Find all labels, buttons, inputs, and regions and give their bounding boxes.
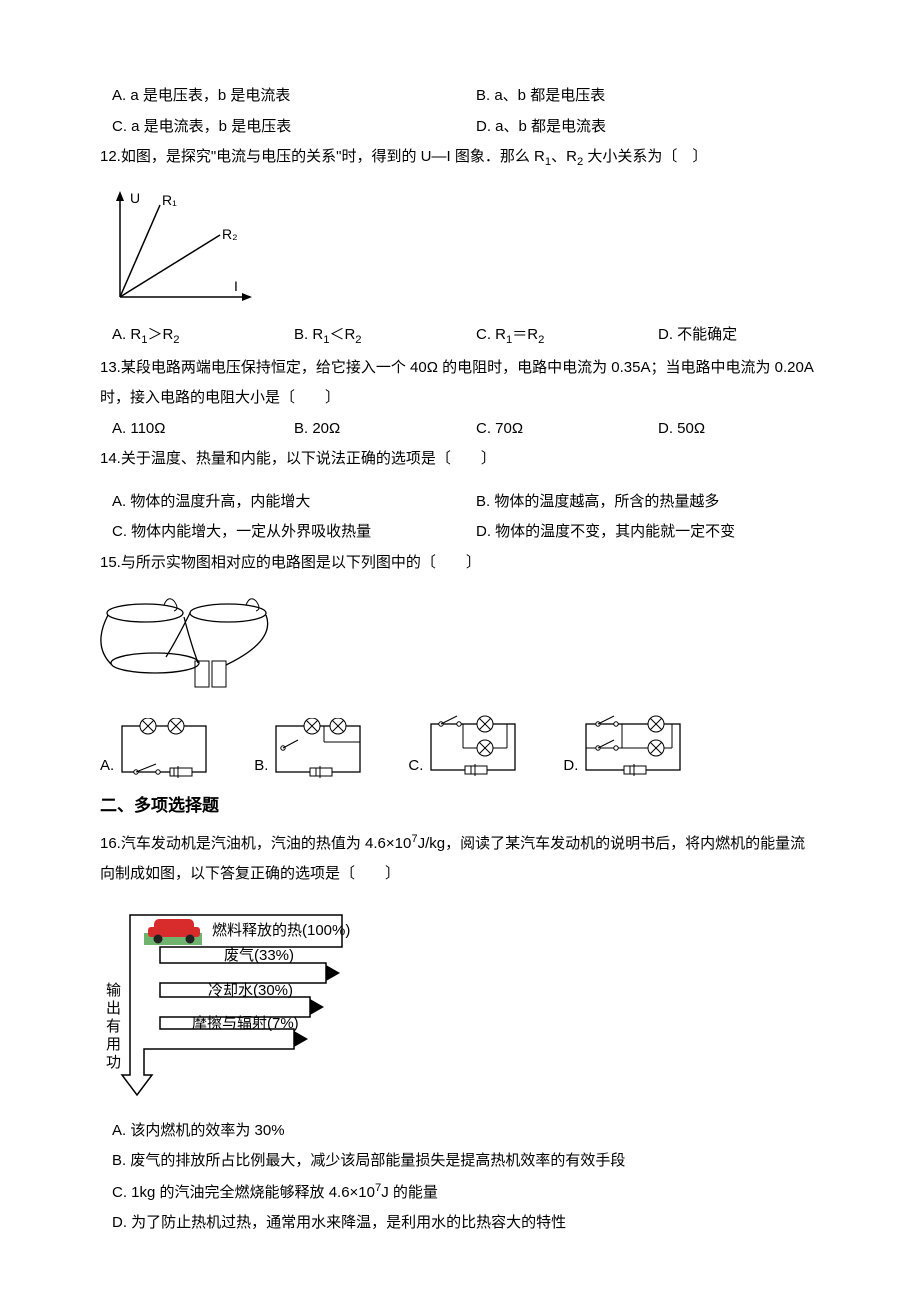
q16-option-d: D. 为了防止热机过热，通常用水来降温，是利用水的比热容大的特性 <box>100 1209 840 1238</box>
q12-option-b: B. R1＜R2 <box>294 321 476 351</box>
q15-physical-diagram <box>100 591 840 696</box>
q12-stem-mid: 、R <box>551 148 577 165</box>
circuit-c-icon <box>423 710 523 780</box>
q16-option-a: A. 该内燃机的效率为 30% <box>100 1117 840 1146</box>
q16-option-c: C. 1kg 的汽油完全燃烧能够释放 4.6×107J 的能量 <box>100 1178 840 1208</box>
svg-text:R₂: R₂ <box>222 226 238 242</box>
svg-text:R₁: R₁ <box>162 192 177 208</box>
q15-stem: 15.与所示实物图相对应的电路图是以下列图中的〔 〕 <box>100 549 840 578</box>
q15-option-d-label: D. <box>563 752 578 781</box>
q11-option-a: A. a 是电压表，b 是电流表 <box>112 82 476 111</box>
q12-option-a: A. R1＞R2 <box>112 321 294 351</box>
output-char-3: 有 <box>106 1018 121 1035</box>
output-char-4: 用 <box>106 1036 121 1053</box>
svg-text:I: I <box>234 278 238 294</box>
q12-option-d: D. 不能确定 <box>658 321 840 351</box>
q14-option-b: B. 物体的温度越高，所含的热量越多 <box>476 488 840 517</box>
q12-options: A. R1＞R2 B. R1＜R2 C. R1＝R2 D. 不能确定 <box>100 321 840 351</box>
circuit-d-icon <box>578 710 688 780</box>
svg-text:冷却水(30%): 冷却水(30%) <box>208 982 293 999</box>
q15-option-d-group: D. <box>563 710 688 780</box>
q11-options-row-2: C. a 是电流表，b 是电压表 D. a、b 都是电流表 <box>100 113 840 142</box>
q15-option-b-label: B. <box>254 752 268 781</box>
q12-stem-prefix: 12.如图，是探究"电流与电压的关系"时，得到的 U—I 图象．那么 R <box>100 148 545 165</box>
q14-option-a: A. 物体的温度升高，内能增大 <box>112 488 476 517</box>
q11-option-b: B. a、b 都是电压表 <box>476 82 840 111</box>
q13-line2: 时，接入电路的电阻大小是〔 〕 <box>100 384 840 413</box>
q13-option-b: B. 20Ω <box>294 415 476 444</box>
svg-text:U: U <box>130 190 140 206</box>
q12-graph: U I R₁ R₂ <box>100 187 840 307</box>
q12-stem: 12.如图，是探究"电流与电压的关系"时，得到的 U—I 图象．那么 R1、R2… <box>100 143 840 173</box>
q14-options-row-2: C. 物体内能增大，一定从外界吸收热量 D. 物体的温度不变，其内能就一定不变 <box>100 518 840 547</box>
q16-energy-diagram: 燃料释放的热(100%) 废气(33%) 冷却水(30%) 摩擦与辐射(7%) … <box>100 903 840 1103</box>
q16-option-b: B. 废气的排放所占比例最大，减少该局部能量损失是提高热机效率的有效手段 <box>100 1147 840 1176</box>
circuit-b-icon <box>268 718 368 780</box>
circuit-a-icon <box>114 718 214 780</box>
q13-line1: 13.某段电路两端电压保持恒定，给它接入一个 40Ω 的电阻时，电路中电流为 0… <box>100 354 840 383</box>
svg-text:废气(33%): 废气(33%) <box>224 947 294 964</box>
svg-text:摩擦与辐射(7%): 摩擦与辐射(7%) <box>192 1014 299 1032</box>
q14-option-c: C. 物体内能增大，一定从外界吸收热量 <box>112 518 476 547</box>
q15-option-a-label: A. <box>100 752 114 781</box>
q12-stem-suffix: 大小关系为〔 〕 <box>583 148 707 165</box>
output-char-5: 功 <box>106 1054 121 1071</box>
spacer <box>100 476 840 486</box>
output-char-2: 出 <box>106 1000 121 1017</box>
q16-line2: 向制成如图，以下答复正确的选项是〔 〕 <box>100 860 840 889</box>
q16-line1: 16.汽车发动机是汽油机，汽油的热值为 4.6×107J/kg，阅读了某汽车发动… <box>100 829 840 859</box>
q15-option-c-group: C. <box>408 710 523 780</box>
q13-option-d: D. 50Ω <box>658 415 840 444</box>
q15-circuit-options: A. B. <box>100 710 840 780</box>
q15-option-a-group: A. <box>100 718 214 780</box>
q15-option-b-group: B. <box>254 718 368 780</box>
q11-option-c: C. a 是电流表，b 是电压表 <box>112 113 476 142</box>
q14-option-d: D. 物体的温度不变，其内能就一定不变 <box>476 518 840 547</box>
q15-option-c-label: C. <box>408 752 423 781</box>
q13-option-a: A. 110Ω <box>112 415 294 444</box>
q11-option-d: D. a、b 都是电流表 <box>476 113 840 142</box>
output-char-1: 输 <box>106 982 121 999</box>
q13-option-c: C. 70Ω <box>476 415 658 444</box>
q14-stem: 14.关于温度、热量和内能，以下说法正确的选项是〔 〕 <box>100 445 840 474</box>
section-2-title: 二、多项选择题 <box>100 790 840 822</box>
q13-options: A. 110Ω B. 20Ω C. 70Ω D. 50Ω <box>100 415 840 444</box>
q12-option-c: C. R1＝R2 <box>476 321 658 351</box>
q11-options-row-1: A. a 是电压表，b 是电流表 B. a、b 都是电压表 <box>100 82 840 111</box>
svg-text:燃料释放的热(100%): 燃料释放的热(100%) <box>212 921 350 939</box>
q14-options-row-1: A. 物体的温度升高，内能增大 B. 物体的温度越高，所含的热量越多 <box>100 488 840 517</box>
